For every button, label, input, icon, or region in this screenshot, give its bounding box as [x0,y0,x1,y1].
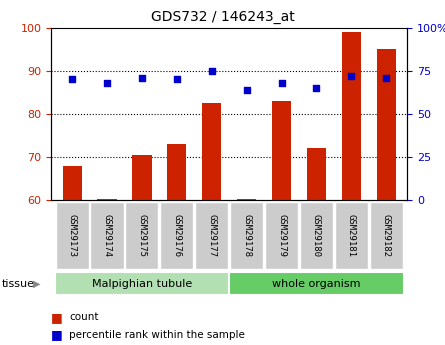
Bar [229,272,404,295]
Bar [97,199,117,200]
Text: GDS732 / 146243_at: GDS732 / 146243_at [150,10,295,24]
Point [383,75,390,80]
Bar [125,201,158,269]
Bar [195,201,228,269]
Text: count: count [69,313,98,322]
Bar [265,201,298,269]
Point [138,75,146,80]
Point [103,80,110,86]
Text: Malpighian tubule: Malpighian tubule [92,279,192,289]
Bar [56,201,89,269]
Bar [62,166,82,200]
Bar [55,272,229,295]
Point [313,85,320,91]
Bar [90,201,124,269]
Text: GSM29176: GSM29176 [172,214,181,257]
Point [173,77,180,82]
Text: ■: ■ [51,311,63,324]
Bar [342,32,361,200]
Text: GSM29177: GSM29177 [207,214,216,257]
Bar [202,103,221,200]
Bar [376,49,396,200]
Text: tissue: tissue [2,279,35,289]
Bar [167,144,186,200]
Text: whole organism: whole organism [272,279,361,289]
Text: GSM29182: GSM29182 [382,214,391,257]
Text: GSM29179: GSM29179 [277,214,286,257]
Bar [132,155,151,200]
Text: GSM29175: GSM29175 [138,214,146,257]
Bar [160,201,194,269]
Text: GSM29178: GSM29178 [242,214,251,257]
Point [278,80,285,86]
Text: GSM29174: GSM29174 [102,214,112,257]
Point [69,77,76,82]
Point [208,68,215,73]
Text: ■: ■ [51,328,63,341]
Point [243,87,250,92]
Text: ▶: ▶ [32,279,40,289]
Bar [272,101,291,200]
Bar [237,199,256,200]
Bar [230,201,263,269]
Bar [335,201,368,269]
Text: GSM29180: GSM29180 [312,214,321,257]
Bar [307,148,326,200]
Bar [370,201,403,269]
Bar [300,201,333,269]
Text: GSM29181: GSM29181 [347,214,356,257]
Text: GSM29173: GSM29173 [68,214,77,257]
Point [348,73,355,79]
Text: percentile rank within the sample: percentile rank within the sample [69,330,245,339]
